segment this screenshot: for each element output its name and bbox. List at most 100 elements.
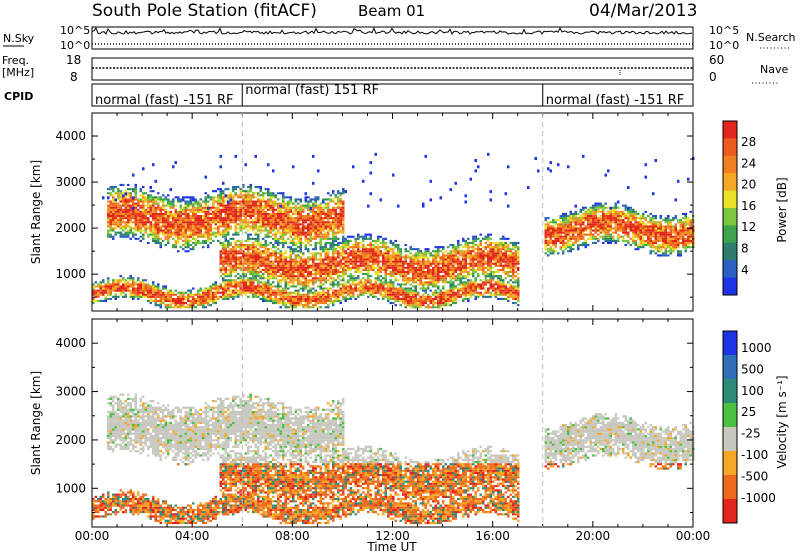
power-cell [319,241,322,244]
cpid-label: CPID [4,90,33,103]
power-cell [417,302,420,305]
power-cell [152,200,155,203]
power-cell [219,256,222,259]
power-cell [219,291,222,294]
power-cell [289,266,292,269]
power-cell [237,206,240,209]
power-cell [257,293,260,296]
power-cell [224,206,227,209]
power-cell [214,190,217,193]
power-cell [112,190,115,193]
power-cell [302,273,305,276]
power-cell [207,233,210,236]
power-cell [327,268,330,271]
power-cell [297,268,300,271]
power-cell [452,275,455,278]
power-cell [392,289,395,292]
power-cell [312,306,315,309]
power-cell [242,198,245,201]
power-cell [487,252,490,255]
power-cell [299,198,302,201]
power-cell [244,279,247,282]
power-cell [192,219,195,222]
power-cell [352,295,355,298]
power-cell [314,273,317,276]
power-cell [274,285,277,288]
power-cell [207,237,210,240]
power-cell [194,206,197,209]
power-cell [257,194,260,197]
power-cell [424,270,427,273]
power-cell [277,217,280,220]
power-cell [342,223,345,226]
power-cell [259,186,262,189]
power-cell [319,208,322,211]
power-cell [292,244,295,247]
power-cell [199,221,202,224]
power-cell [292,212,295,215]
power-cell [324,295,327,298]
power-cell [414,252,417,255]
power-cell [137,297,140,300]
power-cell [137,223,140,226]
power-cell [297,277,300,280]
power-cell [207,244,210,247]
power-cell [162,208,165,211]
power-cell [234,210,237,213]
power-cell [309,291,312,294]
power-cell [414,262,417,265]
power-cell [422,270,425,273]
power-cell [237,293,240,296]
power-cell [252,260,255,263]
power-cell [272,237,275,240]
power-cell [329,200,332,203]
power-cell [314,297,317,300]
power-cell [459,283,462,286]
power-cell [407,270,410,273]
power-cell [394,289,397,292]
power-cell [489,270,492,273]
power-cell [347,241,350,244]
power-cell [179,291,182,294]
power-cell [467,279,470,282]
power-cell [192,212,195,215]
power-cell [269,275,272,278]
power-cell [144,196,147,199]
power-cell [227,244,230,247]
power-cell [307,293,310,296]
power-cell [169,293,172,296]
power-cell [119,231,122,234]
power-cell [444,270,447,273]
power-cell [197,208,200,211]
power-cell [194,208,197,211]
power-cell [302,283,305,286]
power-cell [299,273,302,276]
power-cell [139,215,142,218]
power-cell [242,273,245,276]
power-cell [479,268,482,271]
power-cell [272,293,275,296]
power-cell [424,266,427,269]
power-cell [219,233,222,236]
power-cell [299,268,302,271]
power-cell [184,219,187,222]
power-cell [337,227,340,230]
power-cell [324,252,327,255]
power-cell [169,304,172,307]
power-cell [482,246,485,249]
power-cell [174,306,177,309]
power-cell [439,258,442,261]
power-cell [112,188,115,191]
power-cell [179,299,182,302]
power-cell [164,233,167,236]
power-cell [474,289,477,292]
power-cell [389,266,392,269]
power-cell [364,258,367,261]
power-cell [284,281,287,284]
power-cell [244,291,247,294]
power-cell [172,237,175,240]
power-cell [297,289,300,292]
power-cell [399,285,402,288]
power-cell [282,252,285,255]
power-cell [274,202,277,205]
